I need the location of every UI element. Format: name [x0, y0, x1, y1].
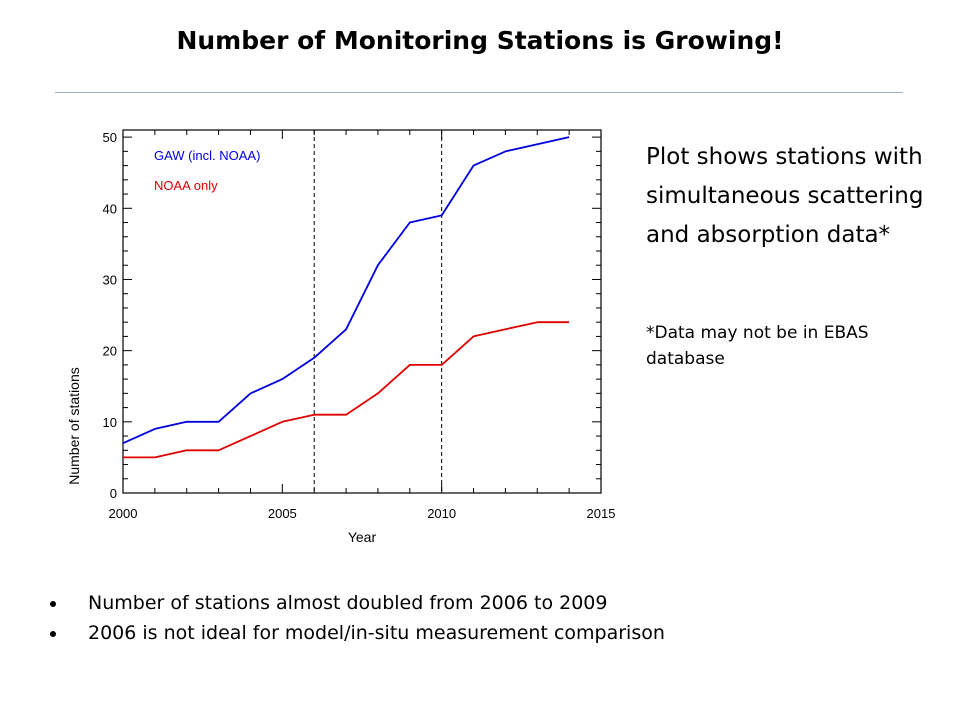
x-axis-label: Year [348, 529, 377, 545]
y-tick-label: 20 [103, 344, 117, 359]
title-divider [55, 92, 903, 93]
x-tick-label: 2000 [109, 506, 138, 521]
legend-entry-gaw: GAW (incl. NOAA) [154, 148, 260, 163]
side-footnote: *Data may not be in EBAS database [646, 323, 869, 369]
bullet-item: 2006 is not ideal for model/in-situ meas… [48, 618, 665, 648]
y-tick-label: 0 [110, 486, 117, 501]
y-tick-label: 10 [103, 415, 117, 430]
x-tick-label: 2015 [587, 506, 616, 521]
bullet-item: Number of stations almost doubled from 2… [48, 588, 665, 618]
plot-area [122, 129, 602, 494]
y-axis: 0 10 20 30 40 50 [103, 130, 601, 501]
bullet-text: 2006 is not ideal for model/in-situ meas… [88, 622, 665, 644]
legend: GAW (incl. NOAA) NOAA only [154, 148, 260, 193]
y-tick-label: 40 [103, 201, 117, 216]
slide-title: Number of Monitoring Stations is Growing… [176, 26, 784, 55]
series-line-1 [123, 321, 570, 459]
x-axis: 2000 2005 2010 2015 [109, 130, 616, 521]
side-description: Plot shows stations with simultaneous sc… [646, 144, 924, 248]
x-tick-label: 2010 [427, 506, 456, 521]
line-chart: 2000 2005 2010 2015 0 10 20 30 40 50 GAW (incl. … [66, 129, 616, 545]
y-tick-label: 30 [103, 272, 117, 287]
bullet-dot-icon [50, 601, 56, 607]
y-tick-label: 50 [103, 130, 117, 145]
bullet-list: Number of stations almost doubled from 2… [48, 588, 665, 648]
bullet-dot-icon [50, 631, 56, 637]
plot-border [122, 129, 602, 494]
x-tick-label: 2005 [268, 506, 297, 521]
bullet-text: Number of stations almost doubled from 2… [88, 592, 608, 614]
legend-entry-noaa: NOAA only [154, 178, 218, 193]
reference-lines [313, 130, 443, 493]
series-line-0 [122, 136, 570, 445]
y-axis-label: Number of stations [66, 367, 82, 485]
series-layer [122, 136, 570, 459]
